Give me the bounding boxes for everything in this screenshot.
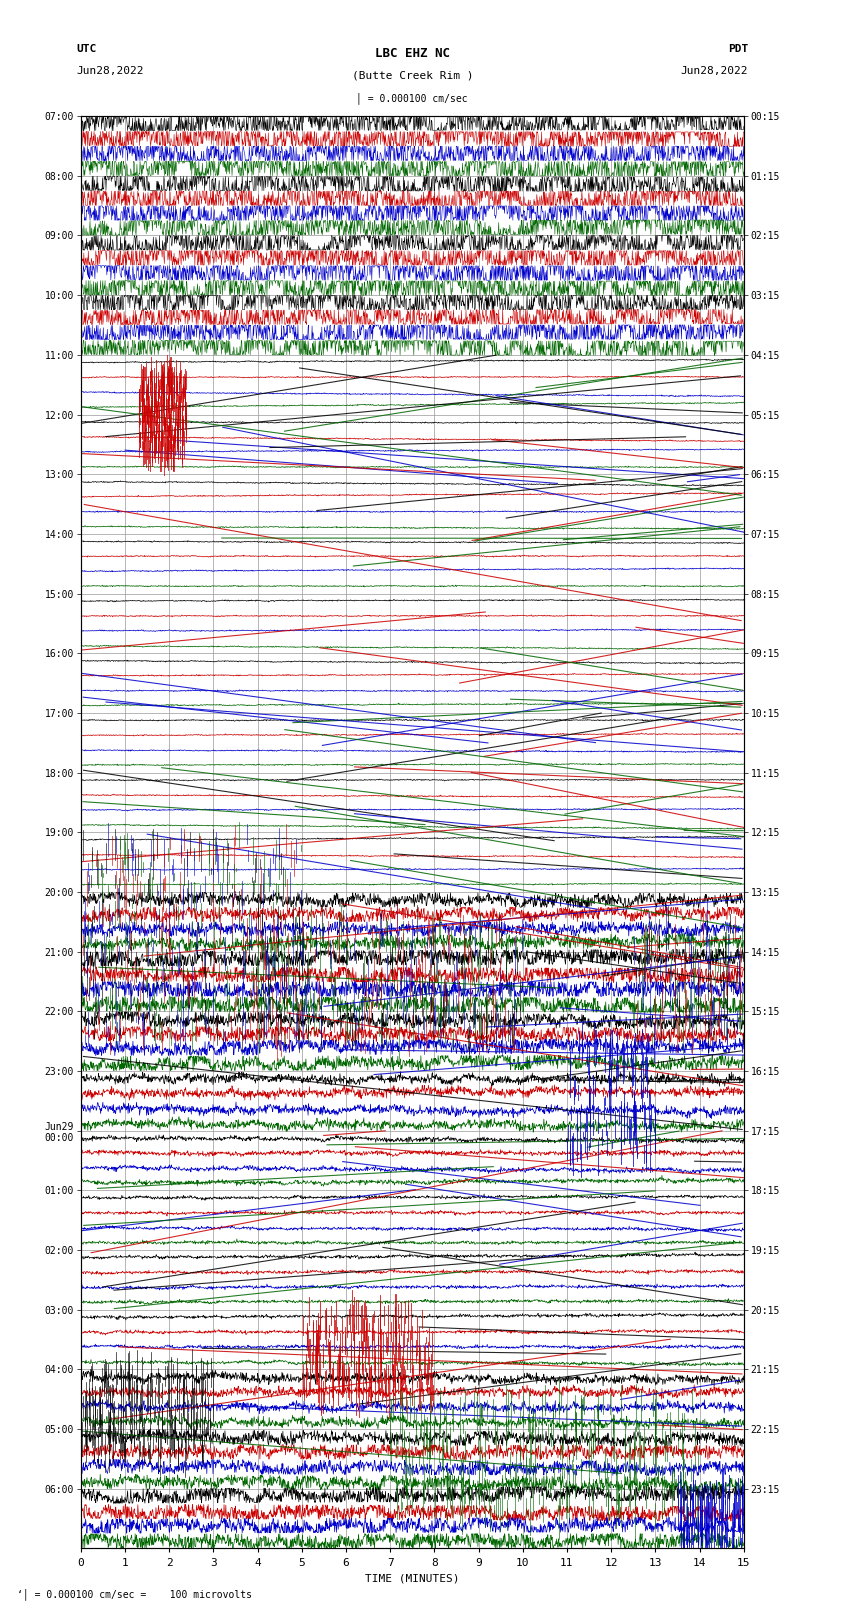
Text: ‘│ = 0.000100 cm/sec =    100 microvolts: ‘│ = 0.000100 cm/sec = 100 microvolts: [17, 1589, 252, 1600]
Text: Jun28,2022: Jun28,2022: [76, 66, 144, 76]
Text: (Butte Creek Rim ): (Butte Creek Rim ): [352, 71, 473, 81]
Text: UTC: UTC: [76, 44, 97, 53]
Text: │ = 0.000100 cm/sec: │ = 0.000100 cm/sec: [356, 92, 468, 103]
Text: Jun28,2022: Jun28,2022: [681, 66, 748, 76]
Text: LBC EHZ NC: LBC EHZ NC: [375, 47, 450, 60]
Text: PDT: PDT: [728, 44, 748, 53]
X-axis label: TIME (MINUTES): TIME (MINUTES): [365, 1573, 460, 1582]
